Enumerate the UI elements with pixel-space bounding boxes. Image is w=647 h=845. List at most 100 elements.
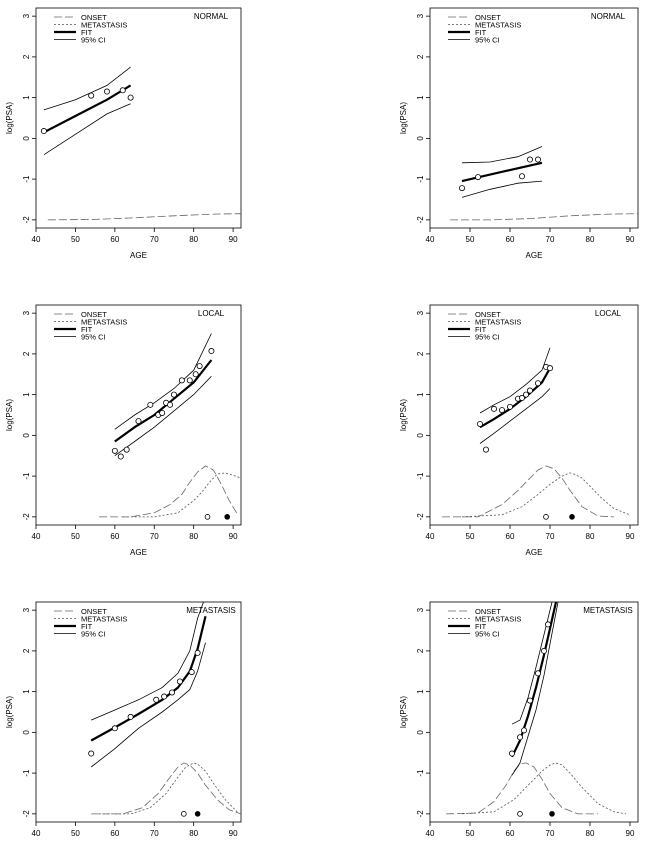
plot-frame [429,7,639,229]
ci-upper-curve [91,602,204,721]
ci-upper-curve [479,347,551,414]
legend-label: 95% CI [81,35,106,44]
y-axis-label: log(PSA) [5,102,14,134]
observation-point [498,407,505,414]
y-tick-label: -2 [22,513,31,521]
x-tick-label: 70 [150,235,159,244]
y-tick-label: -2 [22,216,31,224]
observation-point [194,649,201,656]
y-tick-label: -2 [416,216,425,224]
observation-point [517,734,524,741]
y-axis-label: log(PSA) [5,696,14,728]
x-tick-label: 80 [586,235,595,244]
observation-point [519,394,526,401]
fit-curve [461,161,543,183]
y-axis-label: log(PSA) [399,102,408,134]
observation-point [476,420,483,427]
legend-label: METASTASIS [475,20,521,29]
x-tick-label: 60 [110,829,119,838]
observation-point [103,88,110,95]
observation-point [458,185,465,192]
observation-point [541,647,548,654]
x-tick-label: 40 [426,235,435,244]
legend-label: FIT [81,622,93,631]
observation-point [170,391,177,398]
observation-point [159,409,166,416]
y-tick-label: 0 [416,433,425,438]
plot-frame [35,601,242,823]
onset-curve [91,762,241,815]
y-tick-label: -1 [416,769,425,777]
metastasis-curve [122,472,241,518]
ci-upper-curve [114,333,212,430]
x-tick-label: 80 [586,829,595,838]
y-tick-label: -1 [416,175,425,183]
observation-point [117,453,124,460]
y-tick-label: 3 [22,607,31,612]
x-tick-label: 40 [32,235,41,244]
y-tick-label: 2 [22,54,31,59]
plot-frame [429,304,639,526]
x-tick-label: 50 [466,235,475,244]
observation-point [490,405,497,412]
observation-point [527,697,534,704]
x-tick-label: 60 [506,532,515,541]
panel-4: 40 50 60 70 80 90 -2 -1 0 1 2 3 AGE log(PSA) LOCAL ONSE… [399,304,639,557]
observation-point [508,750,515,757]
y-tick-label: 2 [22,648,31,653]
x-tick-label: 40 [426,532,435,541]
metastasis-curve [461,762,627,815]
onset-curve [99,465,238,518]
observation-point [167,401,174,408]
panel-title: METASTASIS [186,606,236,615]
observation-point [547,365,554,372]
y-tick-label: 0 [22,433,31,438]
panel-6: 405060708090-2-10123AGElog(PSA)METASTASI… [399,601,639,838]
legend-label: 95% CI [475,35,500,44]
y-tick-label: 3 [416,607,425,612]
plot-frame [429,601,639,823]
y-tick-label: -2 [416,810,425,818]
legend-label: 95% CI [81,332,106,341]
x-tick-label: 90 [229,235,238,244]
observation-point [545,621,552,628]
y-tick-label: 0 [22,136,31,141]
observation-point [208,348,215,355]
observation-point [521,727,528,734]
y-tick-label: 1 [22,689,31,694]
observation-point [186,377,193,384]
y-tick-label: 2 [416,648,425,653]
observation-point [169,689,176,696]
onset-time-marker [181,811,187,817]
observation-point [527,387,534,394]
x-tick-label: 60 [110,235,119,244]
observation-point [527,156,534,163]
onset-time-marker [517,811,523,817]
y-axis-label: log(PSA) [399,696,408,728]
panel-3: 40 50 60 70 80 90 -2 -1 0 1 2 3 AGE log(PSA) LOCAL ONSE… [5,304,242,557]
observation-point [161,693,168,700]
x-tick-label: 80 [189,829,198,838]
x-tick-label: 90 [229,829,238,838]
x-axis-label: AGE [130,548,147,557]
panel-title: NORMAL [591,12,626,21]
panel-1: 40 50 60 70 80 90 -2 -1 0 1 2 3 AGE log(PSA) NORMAL ONS… [5,7,242,260]
onset-curve [450,213,638,221]
y-tick-label: -2 [22,810,31,818]
ci-lower-curve [461,180,543,198]
legend-label: FIT [475,622,487,631]
x-tick-label: 60 [110,532,119,541]
ci-lower-curve [43,103,131,156]
x-tick-label: 40 [426,829,435,838]
legend-label: METASTASIS [81,614,127,623]
y-axis-label: log(PSA) [5,399,14,431]
y-tick-label: 3 [22,13,31,18]
x-tick-label: 70 [150,532,159,541]
metastasis-time-marker [194,811,201,817]
y-axis-label: log(PSA) [399,399,408,431]
legend-label: METASTASIS [81,20,127,29]
observation-point [178,377,185,384]
observation-point [176,678,183,685]
y-tick-label: 1 [416,392,425,397]
